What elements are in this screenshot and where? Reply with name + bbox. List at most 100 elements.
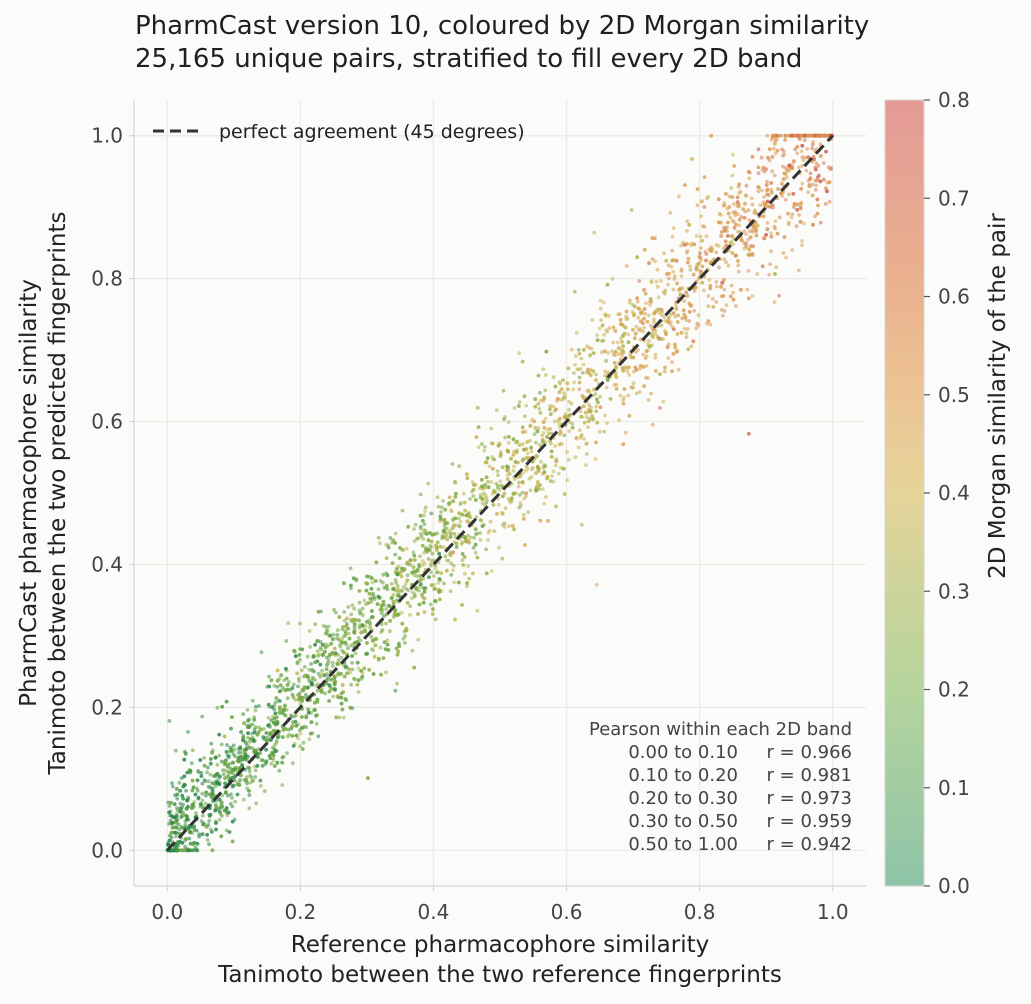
scatter-point <box>534 471 538 476</box>
scatter-point <box>742 215 746 220</box>
scatter-point <box>200 781 205 786</box>
scatter-point <box>371 672 376 676</box>
scatter-point <box>685 219 690 224</box>
scatter-point <box>631 327 635 332</box>
scatter-point <box>306 675 311 680</box>
scatter-point <box>295 661 300 666</box>
scatter-point <box>675 281 679 286</box>
stats-band: 0.50 to 1.00 <box>628 834 738 855</box>
scatter-point <box>195 778 200 783</box>
scatter-point <box>542 425 547 430</box>
scatter-point <box>201 813 205 818</box>
scatter-point <box>622 387 627 391</box>
scatter-point <box>213 755 218 760</box>
scatter-point <box>261 735 265 739</box>
scatter-points <box>165 133 835 853</box>
scatter-point <box>337 615 342 619</box>
scatter-point <box>631 355 636 360</box>
plot-area <box>133 100 866 887</box>
scatter-point <box>332 681 337 685</box>
scatter-point <box>319 688 324 693</box>
scatter-point <box>804 168 809 173</box>
scatter-point <box>751 227 755 232</box>
scatter-point <box>381 572 386 577</box>
scatter-point <box>210 750 215 755</box>
scatter-point <box>339 655 344 660</box>
scatter-point <box>332 646 337 651</box>
scatter-point <box>369 634 374 639</box>
scatter-point <box>233 754 237 759</box>
scatter-point <box>387 629 392 634</box>
scatter-point <box>669 264 674 269</box>
scatter-point <box>748 235 753 240</box>
scatter-point <box>270 705 275 709</box>
scatter-point <box>629 208 634 212</box>
scatter-point <box>195 786 199 791</box>
scatter-point <box>208 761 213 766</box>
scatter-point <box>483 483 487 487</box>
scatter-point <box>674 258 679 263</box>
scatter-point <box>327 689 332 694</box>
scatter-point <box>316 671 321 676</box>
scatter-point <box>471 483 476 487</box>
scatter-point <box>465 519 470 523</box>
scatter-point <box>702 205 707 209</box>
scatter-point <box>352 630 356 634</box>
scatter-point <box>667 271 671 276</box>
scatter-point <box>251 778 255 783</box>
scatter-point <box>366 776 370 780</box>
scatter-point <box>750 202 755 207</box>
scatter-point <box>699 214 704 219</box>
scatter-point <box>371 615 375 619</box>
scatter-point <box>594 582 599 587</box>
scatter-point <box>203 801 208 806</box>
scatter-point <box>484 571 489 576</box>
scatter-point <box>775 133 779 138</box>
scatter-point <box>207 812 212 817</box>
scatter-point <box>764 183 769 188</box>
scatter-point <box>623 325 628 330</box>
scatter-point <box>791 133 796 138</box>
scatter-point <box>700 264 705 269</box>
scatter-point <box>418 492 423 497</box>
scatter-point <box>584 463 588 467</box>
scatter-point <box>396 564 401 569</box>
scatter-point <box>815 211 820 216</box>
scatter-point <box>246 725 251 730</box>
scatter-point <box>304 693 308 697</box>
scatter-point <box>184 788 189 793</box>
scatter-point <box>637 279 642 283</box>
scatter-point <box>397 641 401 646</box>
scatter-point <box>293 697 298 702</box>
scatter-point <box>728 240 732 245</box>
scatter-point <box>780 182 785 187</box>
scatter-point <box>734 304 738 308</box>
scatter-point <box>732 164 737 168</box>
scatter-point <box>180 825 185 830</box>
scatter-point <box>269 761 274 766</box>
scatter-point <box>241 712 246 716</box>
scatter-point <box>276 735 280 740</box>
scatter-point <box>781 164 785 169</box>
scatter-point <box>315 697 320 702</box>
scatter-point <box>580 394 585 398</box>
scatter-point <box>298 695 303 700</box>
scatter-point <box>800 181 805 186</box>
scatter-point <box>439 571 444 575</box>
scatter-point <box>321 652 325 657</box>
scatter-point <box>642 384 646 388</box>
scatter-point <box>659 323 664 328</box>
scatter-point <box>370 576 374 580</box>
scatter-point <box>221 772 226 777</box>
scatter-point <box>489 480 494 484</box>
scatter-point <box>541 367 546 372</box>
scatter-point <box>618 312 622 317</box>
scatter-point <box>584 452 589 456</box>
scatter-point <box>747 247 752 252</box>
scatter-point <box>233 799 238 804</box>
scatter-point <box>184 837 188 841</box>
scatter-point <box>207 792 212 797</box>
scatter-point <box>357 589 362 593</box>
scatter-point <box>271 720 276 725</box>
scatter-point <box>655 267 660 272</box>
